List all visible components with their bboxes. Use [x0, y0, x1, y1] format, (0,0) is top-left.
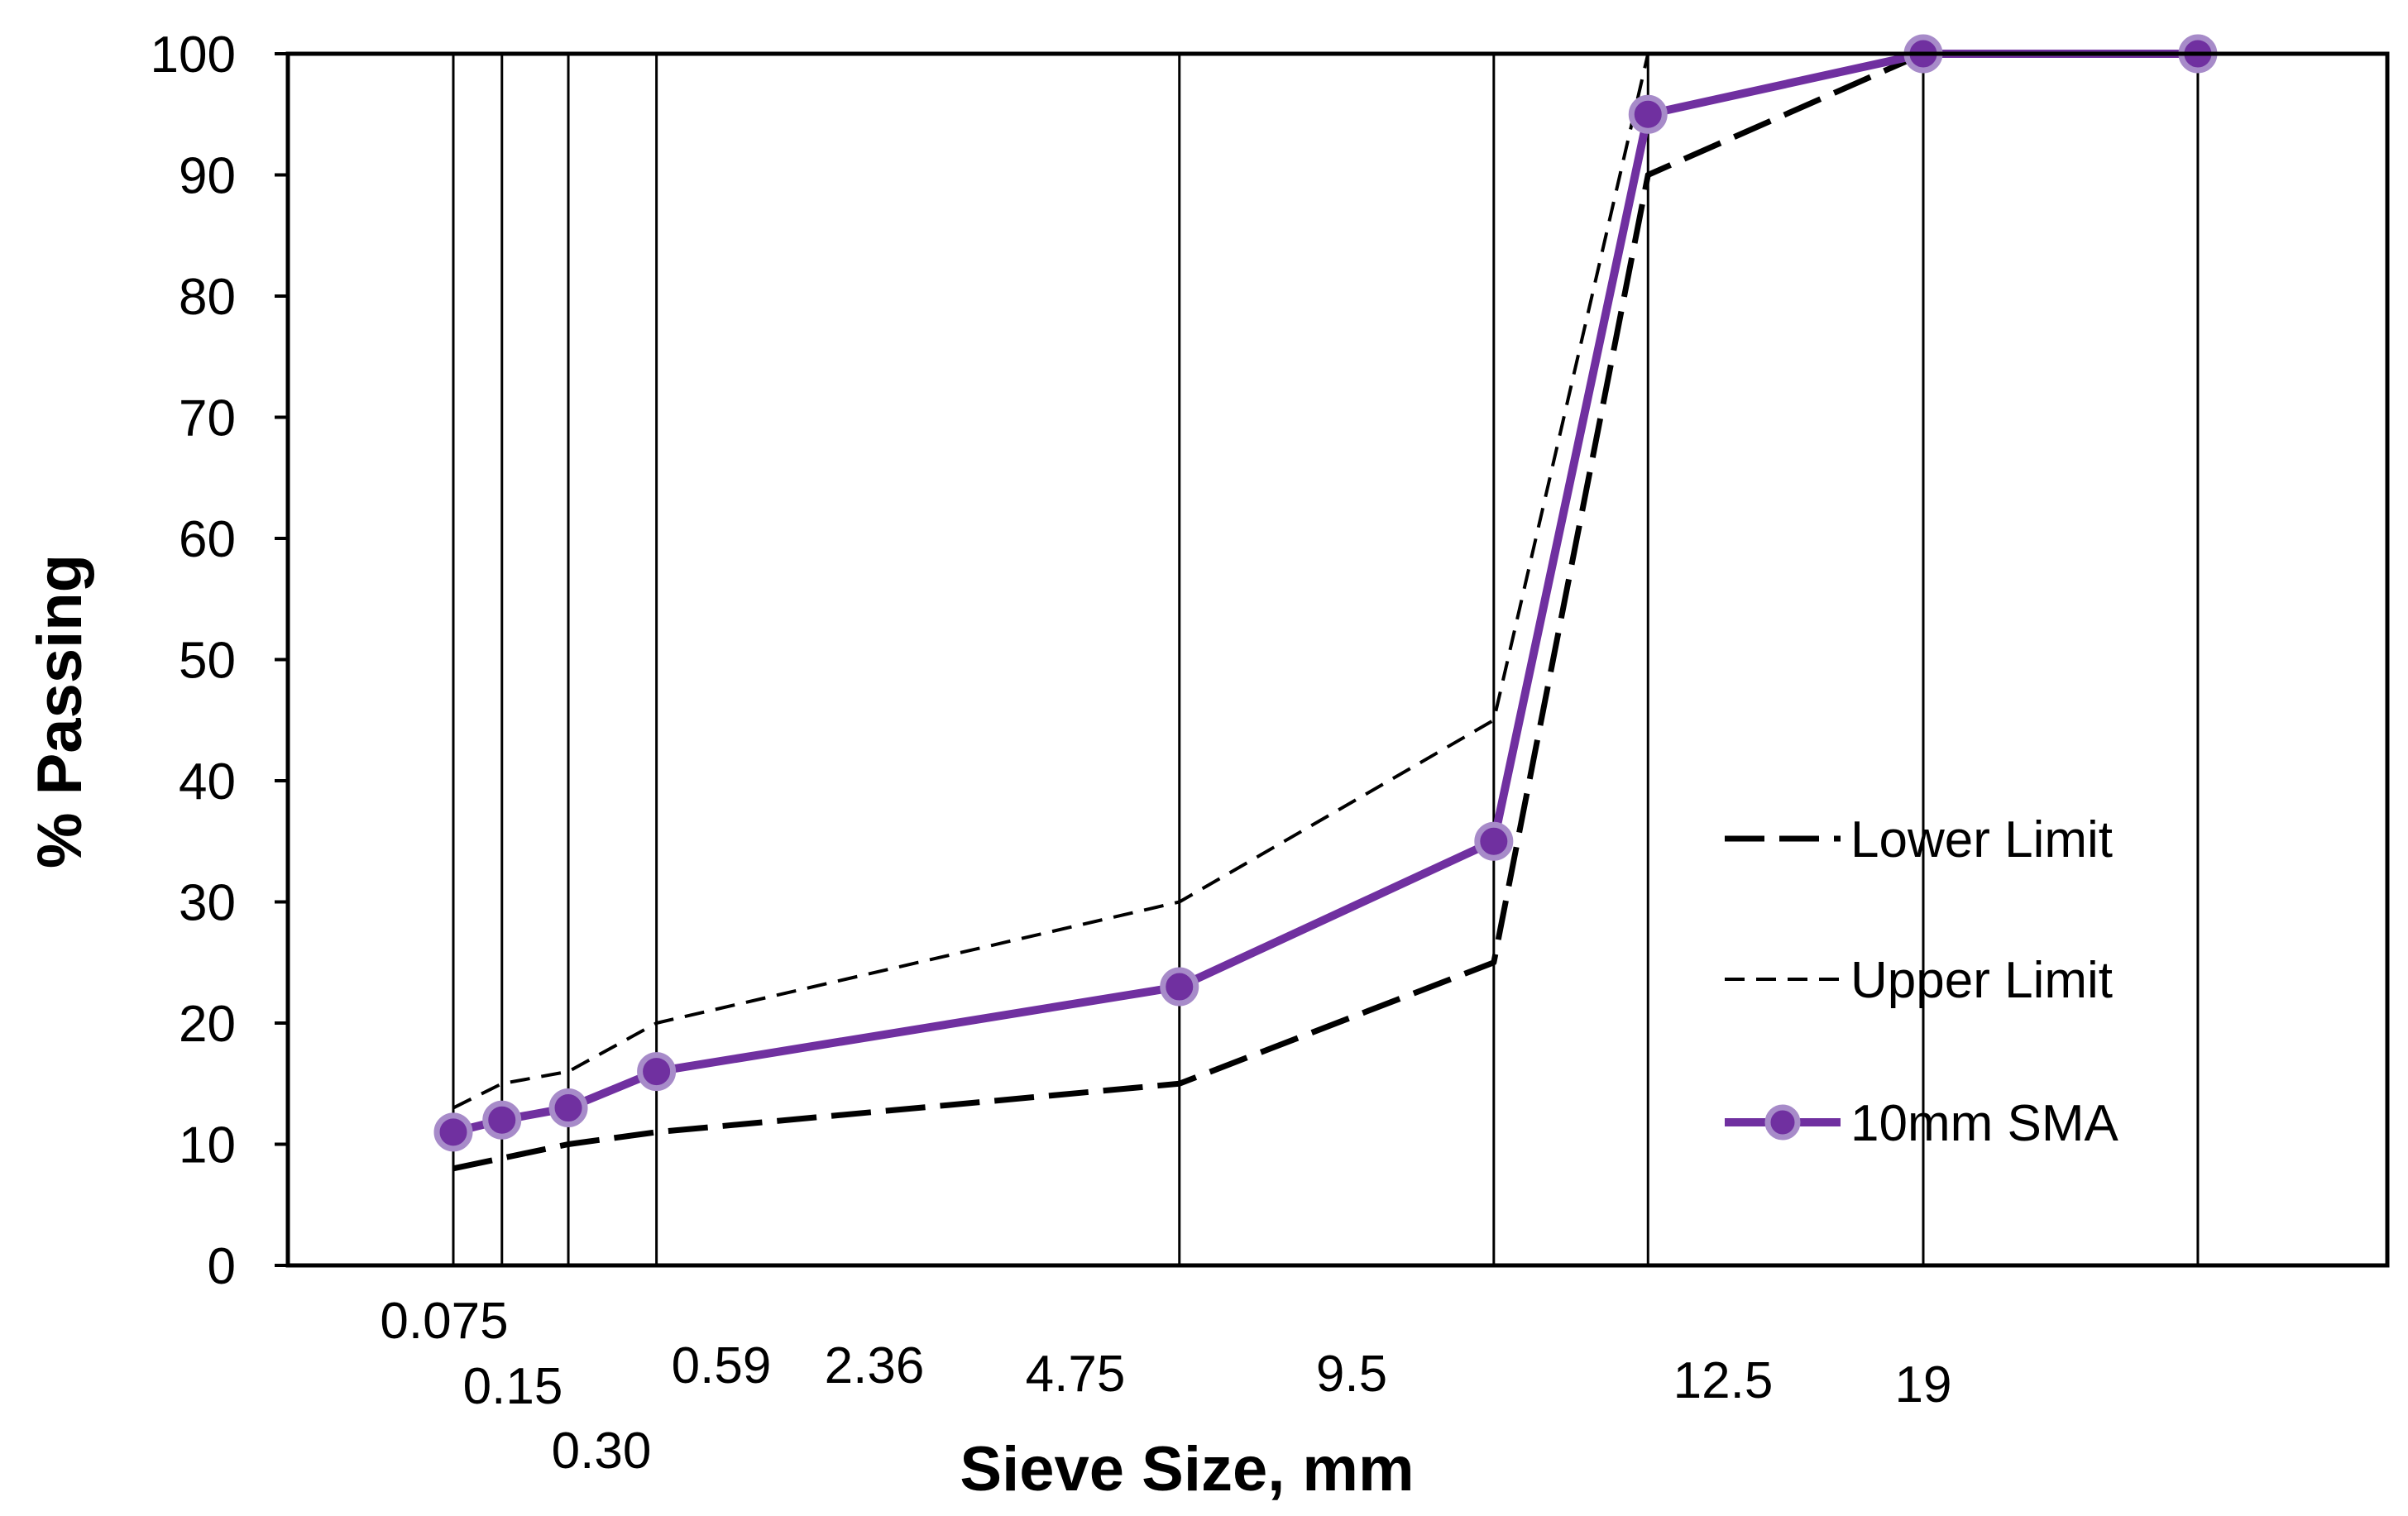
data-point-10mm-sma-2 — [548, 1088, 588, 1128]
x-tick-label-2.36: 2.36 — [825, 1337, 925, 1394]
y-tick-label-30: 30 — [179, 875, 236, 932]
x-tick-label-0.59: 0.59 — [672, 1337, 772, 1394]
data-point-10mm-sma-3 — [637, 1052, 677, 1092]
y-tick-label-60: 60 — [179, 511, 236, 568]
y-axis-ticks: 0 10 20 30 40 50 60 70 80 90 100 — [151, 26, 288, 1295]
y-axis-title: % Passing — [25, 554, 95, 868]
y-tick-label-80: 80 — [179, 269, 236, 326]
legend-item-lower-limit: Lower Limit — [1725, 811, 2113, 868]
x-tick-label-9.5: 9.5 — [1316, 1346, 1387, 1403]
series-lines — [433, 34, 2218, 1172]
series-line-upper-limit — [452, 53, 1650, 1110]
legend-upper-limit-label: Upper Limit — [1850, 952, 2113, 1009]
data-point-10mm-sma-4 — [1160, 967, 1199, 1007]
x-tick-label-12.5: 12.5 — [1673, 1352, 1774, 1409]
legend-lower-limit-label: Lower Limit — [1850, 811, 2113, 868]
x-tick-label-4.75: 4.75 — [1026, 1346, 1126, 1403]
legend-10mm-sma-marker — [1764, 1104, 1801, 1141]
legend-item-upper-limit: Upper Limit — [1725, 952, 2113, 1009]
y-tick-label-70: 70 — [179, 390, 236, 447]
x-tick-label-19: 19 — [1895, 1356, 1952, 1413]
legend-item-10mm-sma: 10mm SMA — [1725, 1095, 2118, 1152]
x-tick-label-0.30: 0.30 — [552, 1423, 652, 1480]
y-tick-label-20: 20 — [179, 996, 236, 1053]
legend-10mm-sma-label: 10mm SMA — [1850, 1095, 2118, 1152]
y-tick-label-40: 40 — [179, 753, 236, 811]
data-point-10mm-sma-6 — [1628, 94, 1668, 134]
legend: Lower Limit Upper Limit 10mm SMA — [1725, 811, 2118, 1152]
x-tick-label-0.15: 0.15 — [463, 1358, 563, 1415]
y-tick-label-0: 0 — [208, 1238, 236, 1295]
y-tick-label-100: 100 — [151, 26, 236, 84]
x-tick-label-0.075: 0.075 — [380, 1293, 508, 1350]
vertical-gridlines — [452, 54, 2200, 1265]
plot-area-frame — [285, 51, 2390, 1268]
data-point-10mm-sma-1 — [482, 1100, 522, 1140]
y-tick-label-50: 50 — [179, 633, 236, 690]
series-line-lower-limit — [452, 50, 1925, 1172]
y-tick-label-10: 10 — [179, 1117, 236, 1174]
data-point-10mm-sma-5 — [1474, 821, 1514, 861]
y-tick-label-90: 90 — [179, 148, 236, 205]
x-axis-title: Sieve Size, mm — [960, 1434, 1414, 1504]
x-axis-ticks: 0.075 0.15 0.30 0.59 2.36 4.75 9.5 12.5 19 — [380, 1293, 1951, 1480]
data-point-10mm-sma-0 — [433, 1112, 473, 1152]
